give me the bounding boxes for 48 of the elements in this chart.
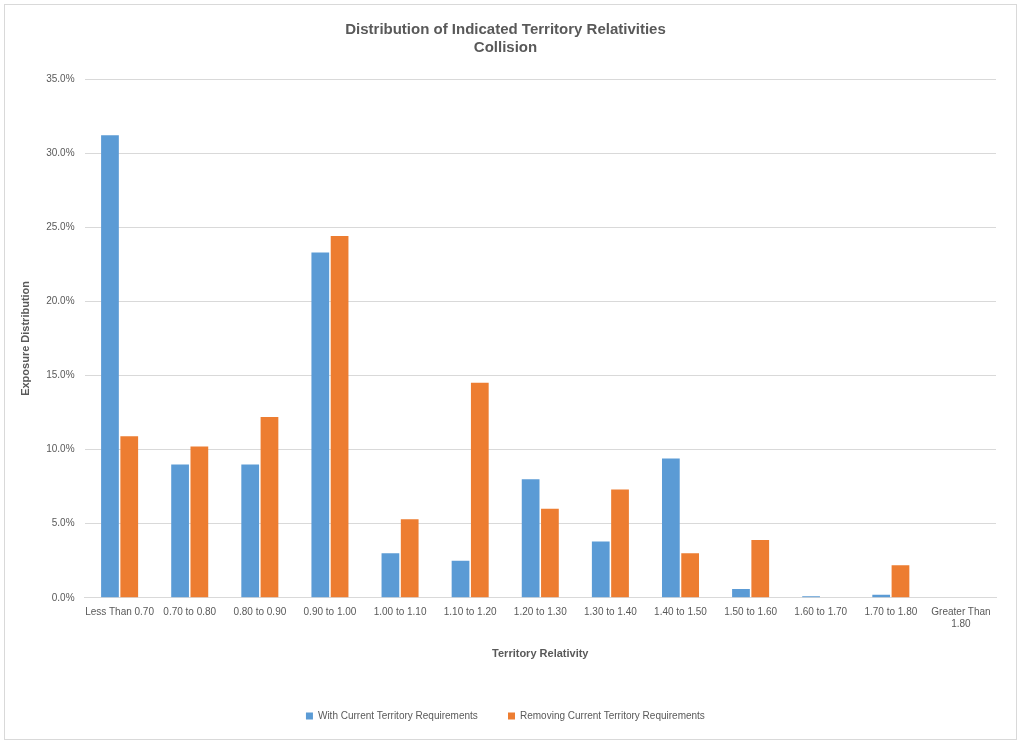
chart-subtitle: Collision <box>473 38 538 56</box>
y-tick-label: 10.0% <box>46 443 75 455</box>
y-tick-label: 5.0% <box>51 517 75 529</box>
chart-title: Distribution of Indicated Territory Relativities <box>345 20 666 38</box>
bar <box>541 508 559 598</box>
bar <box>241 464 260 598</box>
bar <box>171 464 189 598</box>
x-tick-label: 1.60 to 1.70 <box>794 605 848 617</box>
bar <box>591 541 610 598</box>
bar <box>101 135 119 598</box>
bar <box>451 560 470 598</box>
x-tick-label: 1.40 to 1.50 <box>654 605 708 617</box>
bar <box>311 252 330 598</box>
y-tick-label: 15.0% <box>46 369 75 381</box>
x-tick-label: Greater Than 1.80 <box>931 605 991 629</box>
x-tick-label: Less Than 0.70 <box>85 605 155 617</box>
bar <box>330 236 349 598</box>
y-tick-label: 0.0% <box>51 591 75 603</box>
bar <box>120 436 139 598</box>
bar <box>190 446 209 598</box>
x-tick-label: 1.30 to 1.40 <box>583 605 638 617</box>
x-tick-label: 1.10 to 1.20 <box>443 605 498 617</box>
bar <box>891 565 910 598</box>
bar <box>611 489 629 598</box>
bar <box>661 458 680 598</box>
y-axis-title: Exposure Distribution <box>18 280 31 396</box>
x-axis-title: Territory Relativity <box>492 647 590 660</box>
legend-label: With Current Territory Requirements <box>317 709 478 721</box>
x-tick-label: 1.20 to 1.30 <box>513 605 568 617</box>
bar <box>400 519 419 598</box>
x-tick-label: 1.00 to 1.10 <box>373 605 427 617</box>
bar <box>521 479 540 598</box>
bar <box>260 416 279 598</box>
y-tick-label: 30.0% <box>46 146 75 158</box>
y-tick-label: 25.0% <box>46 220 75 232</box>
bar <box>681 553 700 598</box>
y-tick-label: 20.0% <box>46 295 75 307</box>
y-tick-label: 35.0% <box>46 72 75 84</box>
x-tick-label: 0.70 to 0.80 <box>163 605 217 617</box>
bar <box>381 553 400 598</box>
x-tick-label: 0.90 to 1.00 <box>303 605 357 617</box>
x-tick-label: 1.70 to 1.80 <box>864 605 918 617</box>
x-tick-label: 1.50 to 1.60 <box>724 605 778 617</box>
legend-label: Removing Current Territory Requirements <box>519 709 705 721</box>
bar <box>470 382 489 598</box>
bar <box>732 588 750 598</box>
x-tick-label: 0.80 to 0.90 <box>233 605 287 617</box>
bar <box>751 539 770 598</box>
